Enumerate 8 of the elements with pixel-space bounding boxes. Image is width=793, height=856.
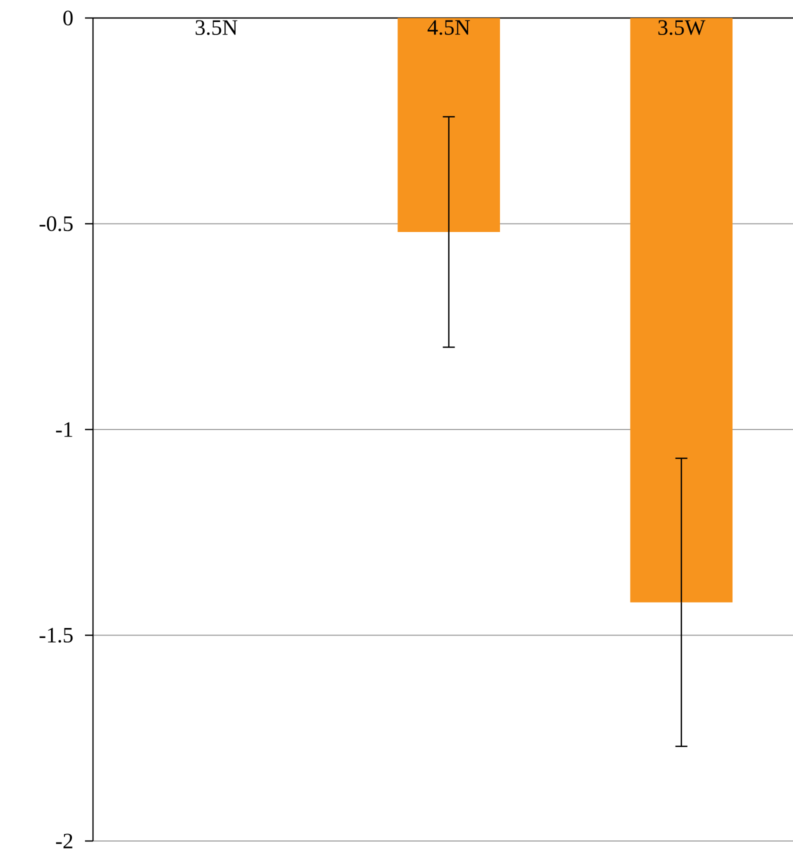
y-tick-label: -1: [56, 422, 72, 437]
y-tick-label: -1.5: [40, 628, 73, 643]
x-tick-label: 3.5N: [196, 20, 238, 36]
y-tick-label: 0: [63, 10, 73, 26]
y-tick-label: -2: [56, 834, 72, 848]
y-tick-label: -0.5: [40, 216, 73, 232]
x-tick-label: 4.5N: [428, 20, 470, 35]
x-tick-label: 3.5W: [658, 20, 706, 36]
